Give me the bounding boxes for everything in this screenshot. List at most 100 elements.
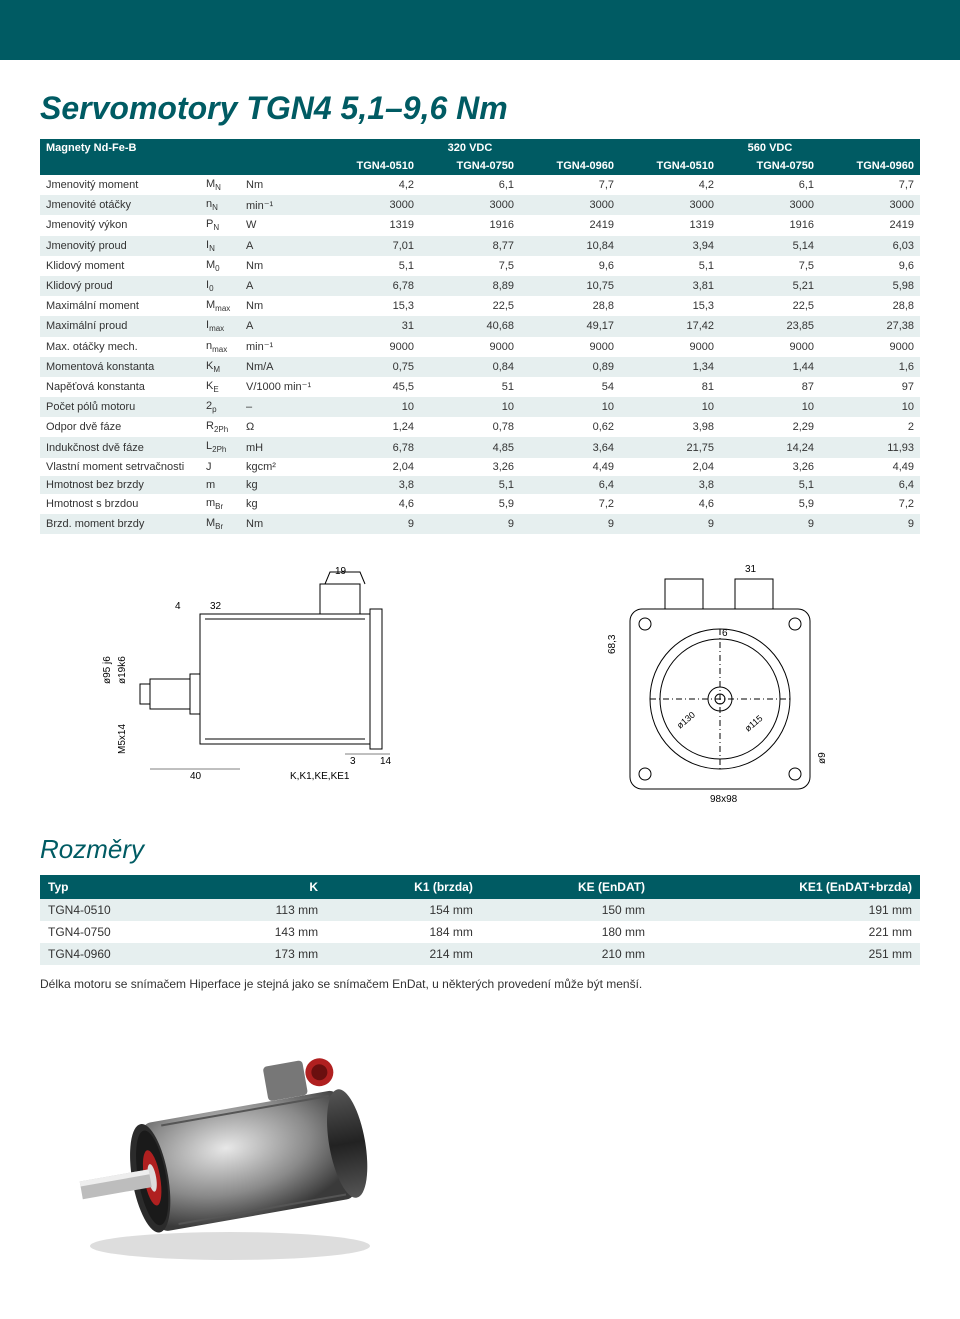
spec-cell: 10 [620,397,720,417]
spec-row-unit: Nm [240,175,320,195]
spec-model-col: TGN4-0510 [620,157,720,175]
spec-cell: 6,1 [420,175,520,195]
spec-cell: 6,4 [520,476,620,494]
spec-blank-header [40,157,320,175]
spec-cell: 22,5 [720,296,820,316]
spec-cell: 7,7 [520,175,620,195]
spec-cell: 9 [620,514,720,534]
spec-row-label: Vlastní moment setrvačnosti [40,458,200,476]
spec-row-label: Klidový proud [40,276,200,296]
spec-cell: 1319 [320,215,420,235]
spec-cell: 9000 [620,337,720,357]
spec-row-label: Indukčnost dvě fáze [40,437,200,457]
spec-cell: 3000 [620,195,720,215]
dim-19: 19 [335,566,347,577]
spec-cell: 51 [420,377,520,397]
spec-cell: 87 [720,377,820,397]
dim-section-title: Rozměry [40,834,920,865]
spec-row-label: Odpor dvě fáze [40,417,200,437]
callout-d19: ø19k6 [117,656,128,684]
spec-cell: 3000 [720,195,820,215]
dim-col-header: Typ [40,875,203,899]
spec-cell: 5,1 [420,476,520,494]
callout-d130: ø130 [675,710,697,731]
callout-kvar: K,K1,KE,KE1 [290,771,350,782]
note-text: Délka motoru se snímačem Hiperface je st… [40,977,920,991]
spec-row-symbol: mBr [200,494,240,514]
dim-cell: 214 mm [326,943,481,965]
spec-cell: 10 [820,397,920,417]
spec-row-label: Hmotnost bez brzdy [40,476,200,494]
spec-cell: 9 [520,514,620,534]
spec-cell: 3000 [520,195,620,215]
spec-cell: 8,77 [420,236,520,256]
page-content: Servomotory TGN4 5,1–9,6 Nm Magnety Nd-F… [0,60,960,1311]
spec-cell: 10,75 [520,276,620,296]
spec-row-unit: A [240,316,320,336]
spec-cell: 81 [620,377,720,397]
spec-row-unit: A [240,276,320,296]
spec-cell: 3,8 [320,476,420,494]
spec-row-label: Jmenovité otáčky [40,195,200,215]
spec-cell: 5,9 [720,494,820,514]
spec-cell: 31 [320,316,420,336]
spec-row-symbol: M0 [200,256,240,276]
spec-cell: 9000 [520,337,620,357]
dim-cell: 143 mm [203,921,326,943]
spec-row-unit: Nm [240,256,320,276]
spec-cell: 15,3 [320,296,420,316]
dim-31: 31 [745,564,757,575]
dim-cell: 150 mm [481,899,653,921]
callout-d9: ø9 [817,752,828,764]
spec-row-label: Brzd. moment brzdy [40,514,200,534]
dim-col-header: K [203,875,326,899]
spec-table-body: Jmenovitý momentMNNm4,26,17,74,26,17,7Jm… [40,175,920,534]
spec-cell: 3,94 [620,236,720,256]
callout-d115: ø115 [743,713,765,733]
spec-cell: 1916 [420,215,520,235]
spec-cell: 9 [420,514,520,534]
spec-cell: 23,85 [720,316,820,336]
dim-40: 40 [190,771,202,782]
spec-cell: 4,49 [520,458,620,476]
spec-row-symbol: IN [200,236,240,256]
product-photo [40,1021,920,1271]
spec-cell: 54 [520,377,620,397]
spec-row-unit: Nm/A [240,357,320,377]
spec-cell: 4,2 [620,175,720,195]
spec-cell: 28,8 [820,296,920,316]
spec-cell: 9,6 [520,256,620,276]
dim-cell: 221 mm [653,921,920,943]
dim-6: 6 [722,628,728,639]
spec-row-symbol: nmax [200,337,240,357]
spec-model-col: TGN4-0960 [520,157,620,175]
spec-cell: 5,1 [620,256,720,276]
spec-cell: 0,78 [420,417,520,437]
spec-table: Magnety Nd-Fe-B 320 VDC 560 VDC TGN4-051… [40,139,920,534]
spec-row-symbol: Mmax [200,296,240,316]
spec-row-label: Jmenovitý výkon [40,215,200,235]
dim-cell: TGN4-0510 [40,899,203,921]
spec-voltage-group-0: 320 VDC [320,139,620,157]
spec-cell: 3000 [420,195,520,215]
spec-row-label: Maximální proud [40,316,200,336]
spec-voltage-group-1: 560 VDC [620,139,920,157]
spec-cell: 97 [820,377,920,397]
spec-row-symbol: I0 [200,276,240,296]
spec-row-unit: A [240,236,320,256]
dim-cell: TGN4-0750 [40,921,203,943]
spec-cell: 9 [720,514,820,534]
spec-cell: 1,24 [320,417,420,437]
spec-cell: 4,6 [620,494,720,514]
dim-cell: 180 mm [481,921,653,943]
dim-col-header: KE1 (EnDAT+brzda) [653,875,920,899]
spec-cell: 49,17 [520,316,620,336]
spec-cell: 1,6 [820,357,920,377]
spec-row-unit: mH [240,437,320,457]
spec-cell: 10 [720,397,820,417]
dim-cell: 184 mm [326,921,481,943]
spec-cell: 3000 [820,195,920,215]
spec-cell: 3,26 [720,458,820,476]
spec-row-symbol: MBr [200,514,240,534]
spec-cell: 5,98 [820,276,920,296]
